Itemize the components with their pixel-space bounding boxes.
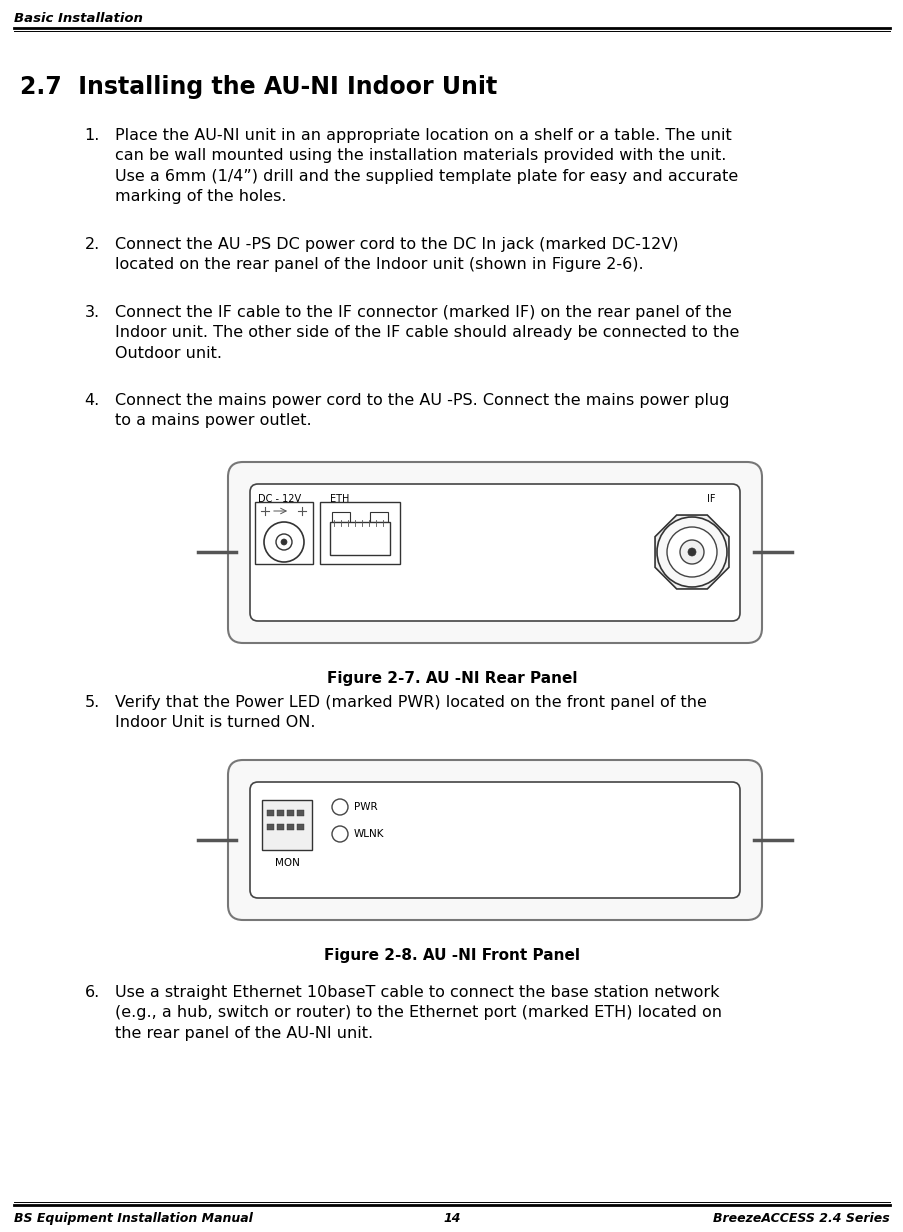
Text: 2.: 2. [85,237,100,253]
Text: Figure 2-8. AU -NI Front Panel: Figure 2-8. AU -NI Front Panel [323,947,580,963]
Text: 6.: 6. [85,986,100,1000]
Bar [369,513,387,522]
Polygon shape [655,515,728,589]
Bar [297,809,303,816]
Bar [255,501,312,564]
Text: Connect the mains power cord to the AU -PS. Connect the mains power plug
to a ma: Connect the mains power cord to the AU -… [115,393,729,429]
Bar [286,824,293,830]
Bar [320,501,399,564]
FancyBboxPatch shape [228,462,761,643]
Text: Verify that the Power LED (marked PWR) located on the front panel of the
Indoor : Verify that the Power LED (marked PWR) l… [115,695,706,731]
Bar [266,824,274,830]
Text: 2.7  Installing the AU-NI Indoor Unit: 2.7 Installing the AU-NI Indoor Unit [20,75,497,99]
Text: PWR: PWR [354,802,377,812]
Text: ETH: ETH [330,494,349,504]
Bar [331,513,349,522]
Text: Connect the IF cable to the IF connector (marked IF) on the rear panel of the
In: Connect the IF cable to the IF connector… [115,306,739,361]
Text: 5.: 5. [85,695,100,710]
Text: 1.: 1. [85,128,100,143]
FancyBboxPatch shape [228,760,761,920]
Text: BreezeACCESS 2.4 Series: BreezeACCESS 2.4 Series [712,1212,889,1225]
Text: WLNK: WLNK [354,829,384,839]
Bar [297,824,303,830]
Circle shape [666,527,716,577]
Bar [276,824,284,830]
Text: Basic Installation: Basic Installation [14,12,143,25]
Circle shape [275,533,292,549]
Circle shape [281,540,286,545]
Bar [286,809,293,816]
Text: DC - 12V: DC - 12V [257,494,301,504]
Text: MON: MON [275,857,299,869]
Bar [276,809,284,816]
FancyBboxPatch shape [250,484,740,621]
Text: 14: 14 [442,1212,461,1225]
Text: IF: IF [706,494,714,504]
Bar [330,522,389,554]
Text: Figure 2-7. AU -NI Rear Panel: Figure 2-7. AU -NI Rear Panel [326,671,577,686]
Circle shape [264,522,303,562]
Text: 4.: 4. [85,393,100,408]
Circle shape [656,517,726,586]
Circle shape [679,540,703,564]
Circle shape [331,825,348,841]
Bar [266,809,274,816]
Text: Connect the AU -PS DC power cord to the DC In jack (marked DC-12V)
located on th: Connect the AU -PS DC power cord to the … [115,237,678,272]
Text: Use a straight Ethernet 10baseT cable to connect the base station network
(e.g.,: Use a straight Ethernet 10baseT cable to… [115,986,721,1041]
Text: Place the AU-NI unit in an appropriate location on a shelf or a table. The unit
: Place the AU-NI unit in an appropriate l… [115,128,738,205]
FancyBboxPatch shape [250,782,740,898]
Text: 3.: 3. [85,306,100,320]
Bar [262,800,312,850]
Circle shape [687,548,695,556]
Text: BS Equipment Installation Manual: BS Equipment Installation Manual [14,1212,253,1225]
Circle shape [331,800,348,816]
